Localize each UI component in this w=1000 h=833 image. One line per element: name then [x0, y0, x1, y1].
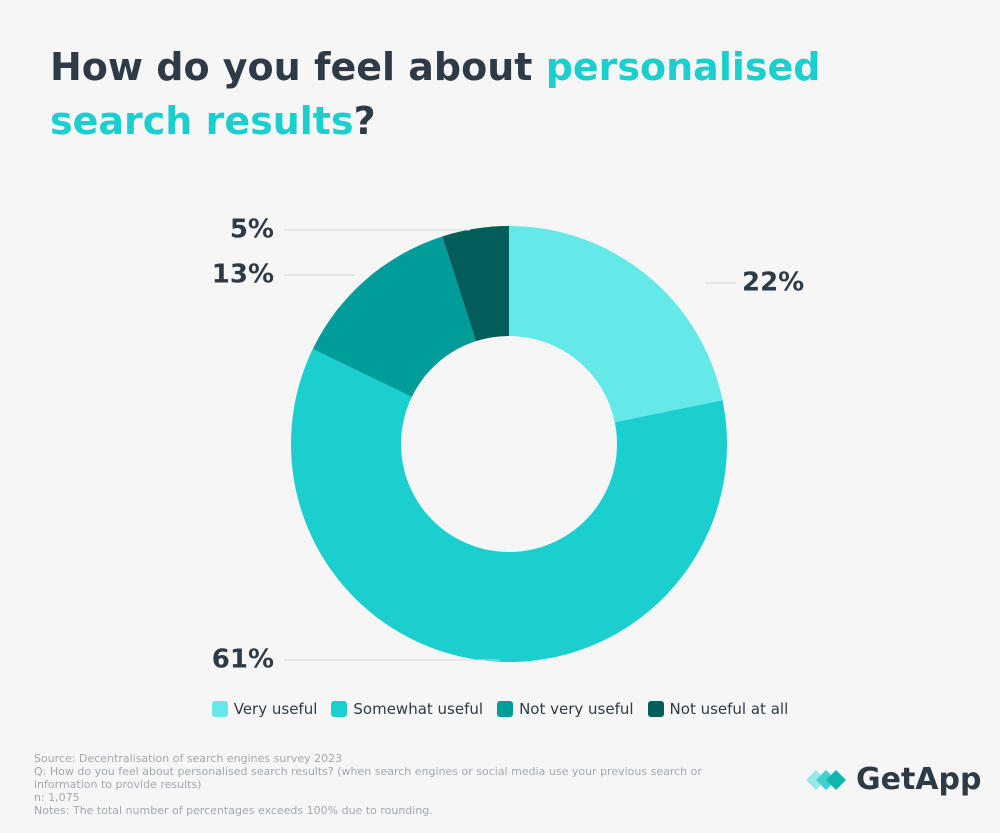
data-label: 5%: [230, 215, 274, 245]
legend-swatch: [647, 701, 664, 717]
legend-label: Very useful: [233, 700, 318, 718]
chart-title: How do you feel about personalised searc…: [50, 40, 950, 148]
data-label: 13%: [212, 260, 274, 290]
data-label: 22%: [742, 268, 804, 298]
legend-label: Not very useful: [519, 700, 634, 718]
legend-item: Not useful at all: [647, 700, 789, 718]
logo: GetApp: [806, 762, 981, 797]
brand: GetApp: [856, 762, 982, 797]
footnote: Notes: The total number of percentages e…: [34, 804, 433, 817]
legend-swatch: [211, 701, 228, 717]
legend-label: Somewhat useful: [353, 700, 484, 718]
legend-item: Not very useful: [497, 700, 634, 718]
donut-slice: [312, 236, 476, 397]
legend: Very useful Somewhat useful Not very usefu…: [0, 700, 1000, 718]
title-part: How do you feel about: [50, 45, 533, 89]
legend-label: Not useful at all: [669, 700, 789, 718]
title-part: ?: [353, 99, 376, 143]
footnote: Q: How do you feel about personalised se…: [34, 765, 702, 791]
data-label: 61%: [212, 645, 274, 675]
footnote: n: 1,075: [34, 791, 80, 804]
footnotes: Source: Decentralisation of search engin…: [34, 752, 734, 817]
legend-swatch: [331, 701, 348, 717]
legend-item: Very useful: [211, 700, 318, 718]
donut-slice: [509, 226, 723, 423]
legend-item: Somewhat useful: [331, 700, 483, 718]
donut-slice: [291, 348, 727, 662]
chart: 22% 61% 13% 5%: [212, 215, 804, 675]
legend-swatch: [497, 701, 514, 717]
footnote: Source: Decentralisation of search engin…: [34, 752, 343, 765]
donut-slice: [442, 226, 509, 342]
logo-icon: [806, 769, 846, 790]
title-highlight: personalised search results: [50, 45, 821, 143]
